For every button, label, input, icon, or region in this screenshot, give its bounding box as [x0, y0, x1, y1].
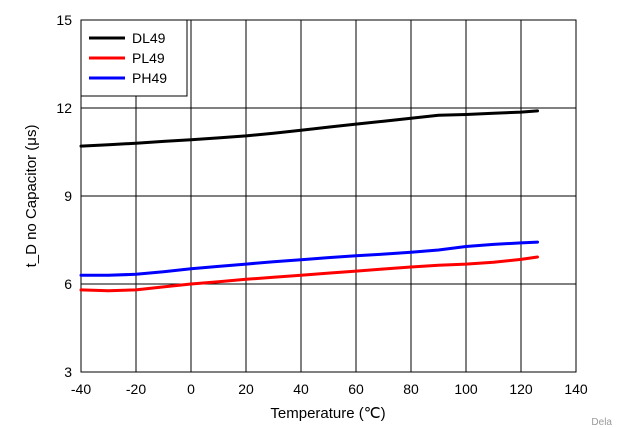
x-tick-label: 40: [293, 381, 309, 397]
x-tick-label: 80: [403, 381, 419, 397]
y-tick-label: 6: [64, 276, 72, 292]
x-tick-label: -20: [126, 381, 146, 397]
x-tick-label: 0: [187, 381, 195, 397]
series-line-dl49: [79, 109, 539, 148]
y-tick-label: 9: [64, 188, 72, 204]
series-line-ph49: [79, 240, 539, 277]
series-lines: [79, 109, 539, 293]
y-tick-label: 3: [64, 364, 72, 380]
grid: [81, 20, 576, 372]
x-tick-label: 20: [238, 381, 254, 397]
y-tick-label: 15: [56, 12, 72, 28]
x-tick-label: 140: [564, 381, 588, 397]
y-tick-labels: 3 6 9 12 15: [56, 12, 72, 380]
series-line-pl49: [79, 255, 539, 293]
watermark: Dela: [591, 417, 612, 428]
x-tick-label: 100: [454, 381, 478, 397]
x-tick-label: 120: [509, 381, 533, 397]
x-axis-title: Temperature (℃): [270, 405, 385, 422]
legend-label-ph49: PH49: [132, 70, 167, 86]
legend-label-dl49: DL49: [132, 30, 166, 46]
legend-items: DL49 PL49 PH49: [89, 30, 167, 86]
y-axis-title: t_D no Capacitor (μs): [23, 125, 40, 268]
plot-frame: [80, 19, 577, 373]
x-tick-labels: -40 -20 0 20 40 60 80 100 120 140: [71, 381, 588, 397]
legend: DL49 PL49 PH49: [80, 19, 188, 97]
x-tick-label: 60: [348, 381, 364, 397]
legend-label-pl49: PL49: [132, 50, 165, 66]
y-tick-label: 12: [56, 100, 72, 116]
x-tick-label: -40: [71, 381, 91, 397]
